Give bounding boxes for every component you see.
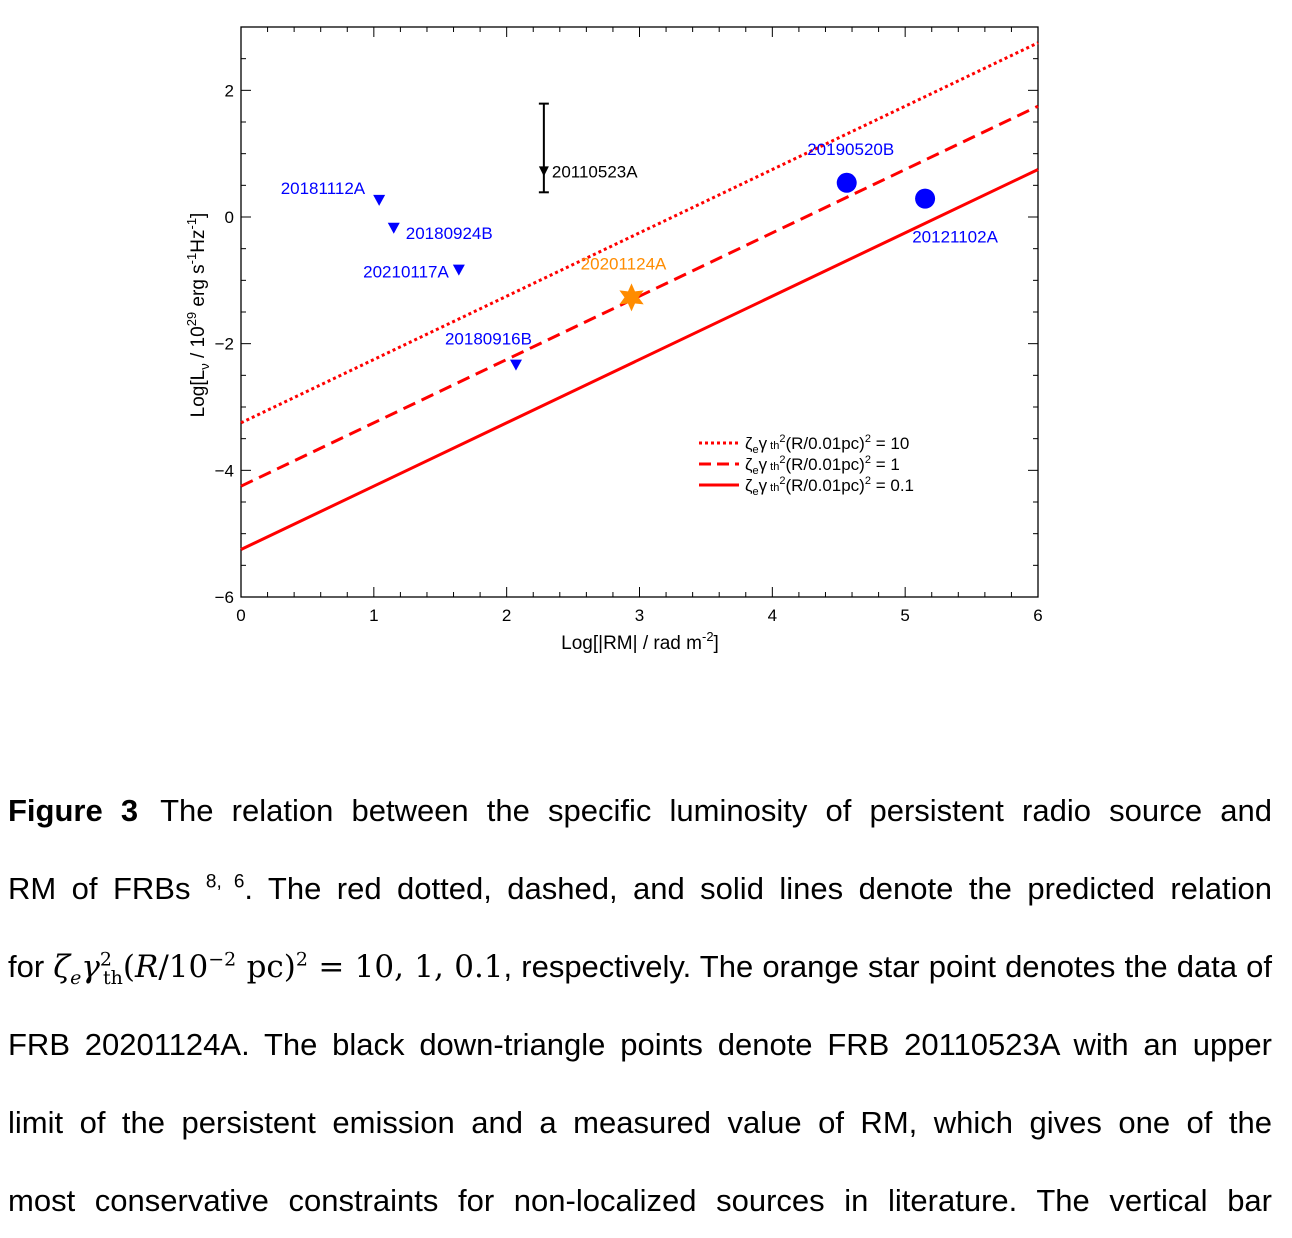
- point-20210117A: 20210117A: [363, 263, 465, 282]
- point-label: 20190520B: [807, 140, 894, 159]
- figure-label: Figure 3: [8, 793, 139, 828]
- x-tick-label: 6: [1033, 606, 1042, 625]
- y-tick-label: 0: [225, 208, 234, 227]
- caption-line-5: limit of the persistent emission and a m…: [8, 1105, 1272, 1140]
- caption-text-3b: , respectively. The orange star point de…: [503, 949, 1272, 984]
- caption-text-2b: . The red dotted, dashed, and solid line…: [244, 871, 1272, 906]
- point-label: 20201124A: [581, 254, 667, 273]
- caption-text-1: The relation between the specific lumino…: [160, 793, 1272, 828]
- point-20201124A: 20201124A: [581, 254, 667, 312]
- down-triangle-marker: [387, 222, 400, 234]
- caption-line-3: for ζeγ2th(R/10−2 pc)2 = 10, 1, 0.1, res…: [8, 947, 1272, 990]
- x-tick-label: 0: [236, 606, 245, 625]
- x-axis-label: Log[|RM| / rad m-2]: [561, 629, 719, 654]
- y-tick-label: −6: [215, 588, 234, 607]
- citation-refs: 8, 6: [205, 871, 245, 893]
- figure-chart: 0 1 2 3 4 5 6 −6 −4 −2 0 2 20181112A 20180924B 202101…: [184, 26, 1043, 654]
- y-tick-label: −2: [215, 335, 234, 354]
- legend-dashed-label: ζeγ th2(R/0.01pc)2 = 1: [745, 454, 900, 477]
- point-20121102A: 20121102A: [912, 188, 999, 247]
- point-20190520B: 20190520B: [807, 140, 894, 193]
- axis-ticks: 0 1 2 3 4 5 6 −6 −4 −2 0 2: [215, 26, 1043, 625]
- caption-line-1: Figure 3 The relation between the specifi…: [8, 791, 1272, 831]
- point-20180924B: 20180924B: [387, 222, 493, 243]
- down-triangle-marker: [509, 359, 522, 371]
- y-tick-label: −4: [215, 461, 234, 480]
- x-tick-label: 5: [900, 606, 909, 625]
- caption-line-2: RM of FRBs 8, 6. The red dotted, dashed,…: [8, 869, 1272, 909]
- dashed-relation-line: [240, 104, 1039, 488]
- solid-relation-line: [240, 168, 1039, 551]
- point-label: 20181112A: [281, 179, 366, 198]
- caption-line-4: FRB 20201124A. The black down-triangle p…: [8, 1027, 1272, 1062]
- star-marker: [619, 283, 644, 312]
- circle-marker: [915, 188, 936, 209]
- caption-text-3a: for: [8, 949, 54, 984]
- legend-solid-label: ζeγ th2(R/0.01pc)2 = 0.1: [745, 475, 914, 498]
- x-tick-label: 1: [369, 606, 378, 625]
- point-label: 20210117A: [363, 263, 449, 282]
- point-label: 20110523A: [552, 162, 638, 181]
- legend-dotted-label: ζeγ th2(R/0.01pc)2 = 10: [745, 433, 909, 456]
- caption-line-6: most conservative constraints for non-lo…: [8, 1183, 1272, 1218]
- point-20181112A: 20181112A: [281, 179, 386, 206]
- x-tick-label: 3: [635, 606, 644, 625]
- point-20110523A: 20110523A: [538, 102, 638, 194]
- x-tick-label: 4: [768, 606, 777, 625]
- plot-frame: [240, 26, 1039, 598]
- data-points: 20181112A 20180924B 20210117A 20180916B 2020…: [281, 102, 999, 371]
- down-triangle-marker: [373, 194, 386, 206]
- y-axis-label: Log[Lν / 1029 erg s-1Hz-1]: [184, 213, 212, 418]
- relation-lines: [240, 41, 1039, 551]
- point-label: 20121102A: [912, 228, 998, 247]
- y-tick-label: 2: [225, 81, 234, 100]
- caption-text-2a: RM of FRBs: [8, 871, 206, 906]
- x-tick-label: 2: [502, 606, 511, 625]
- down-triangle-marker: [538, 166, 549, 177]
- point-20180916B: 20180916B: [445, 330, 532, 371]
- circle-marker: [836, 172, 857, 193]
- point-label: 20180924B: [406, 224, 493, 243]
- down-triangle-marker: [452, 264, 465, 276]
- math-formula: ζeγ2th(R/10−2 pc)2 = 10, 1, 0.1: [53, 948, 504, 990]
- point-label: 20180916B: [445, 330, 532, 349]
